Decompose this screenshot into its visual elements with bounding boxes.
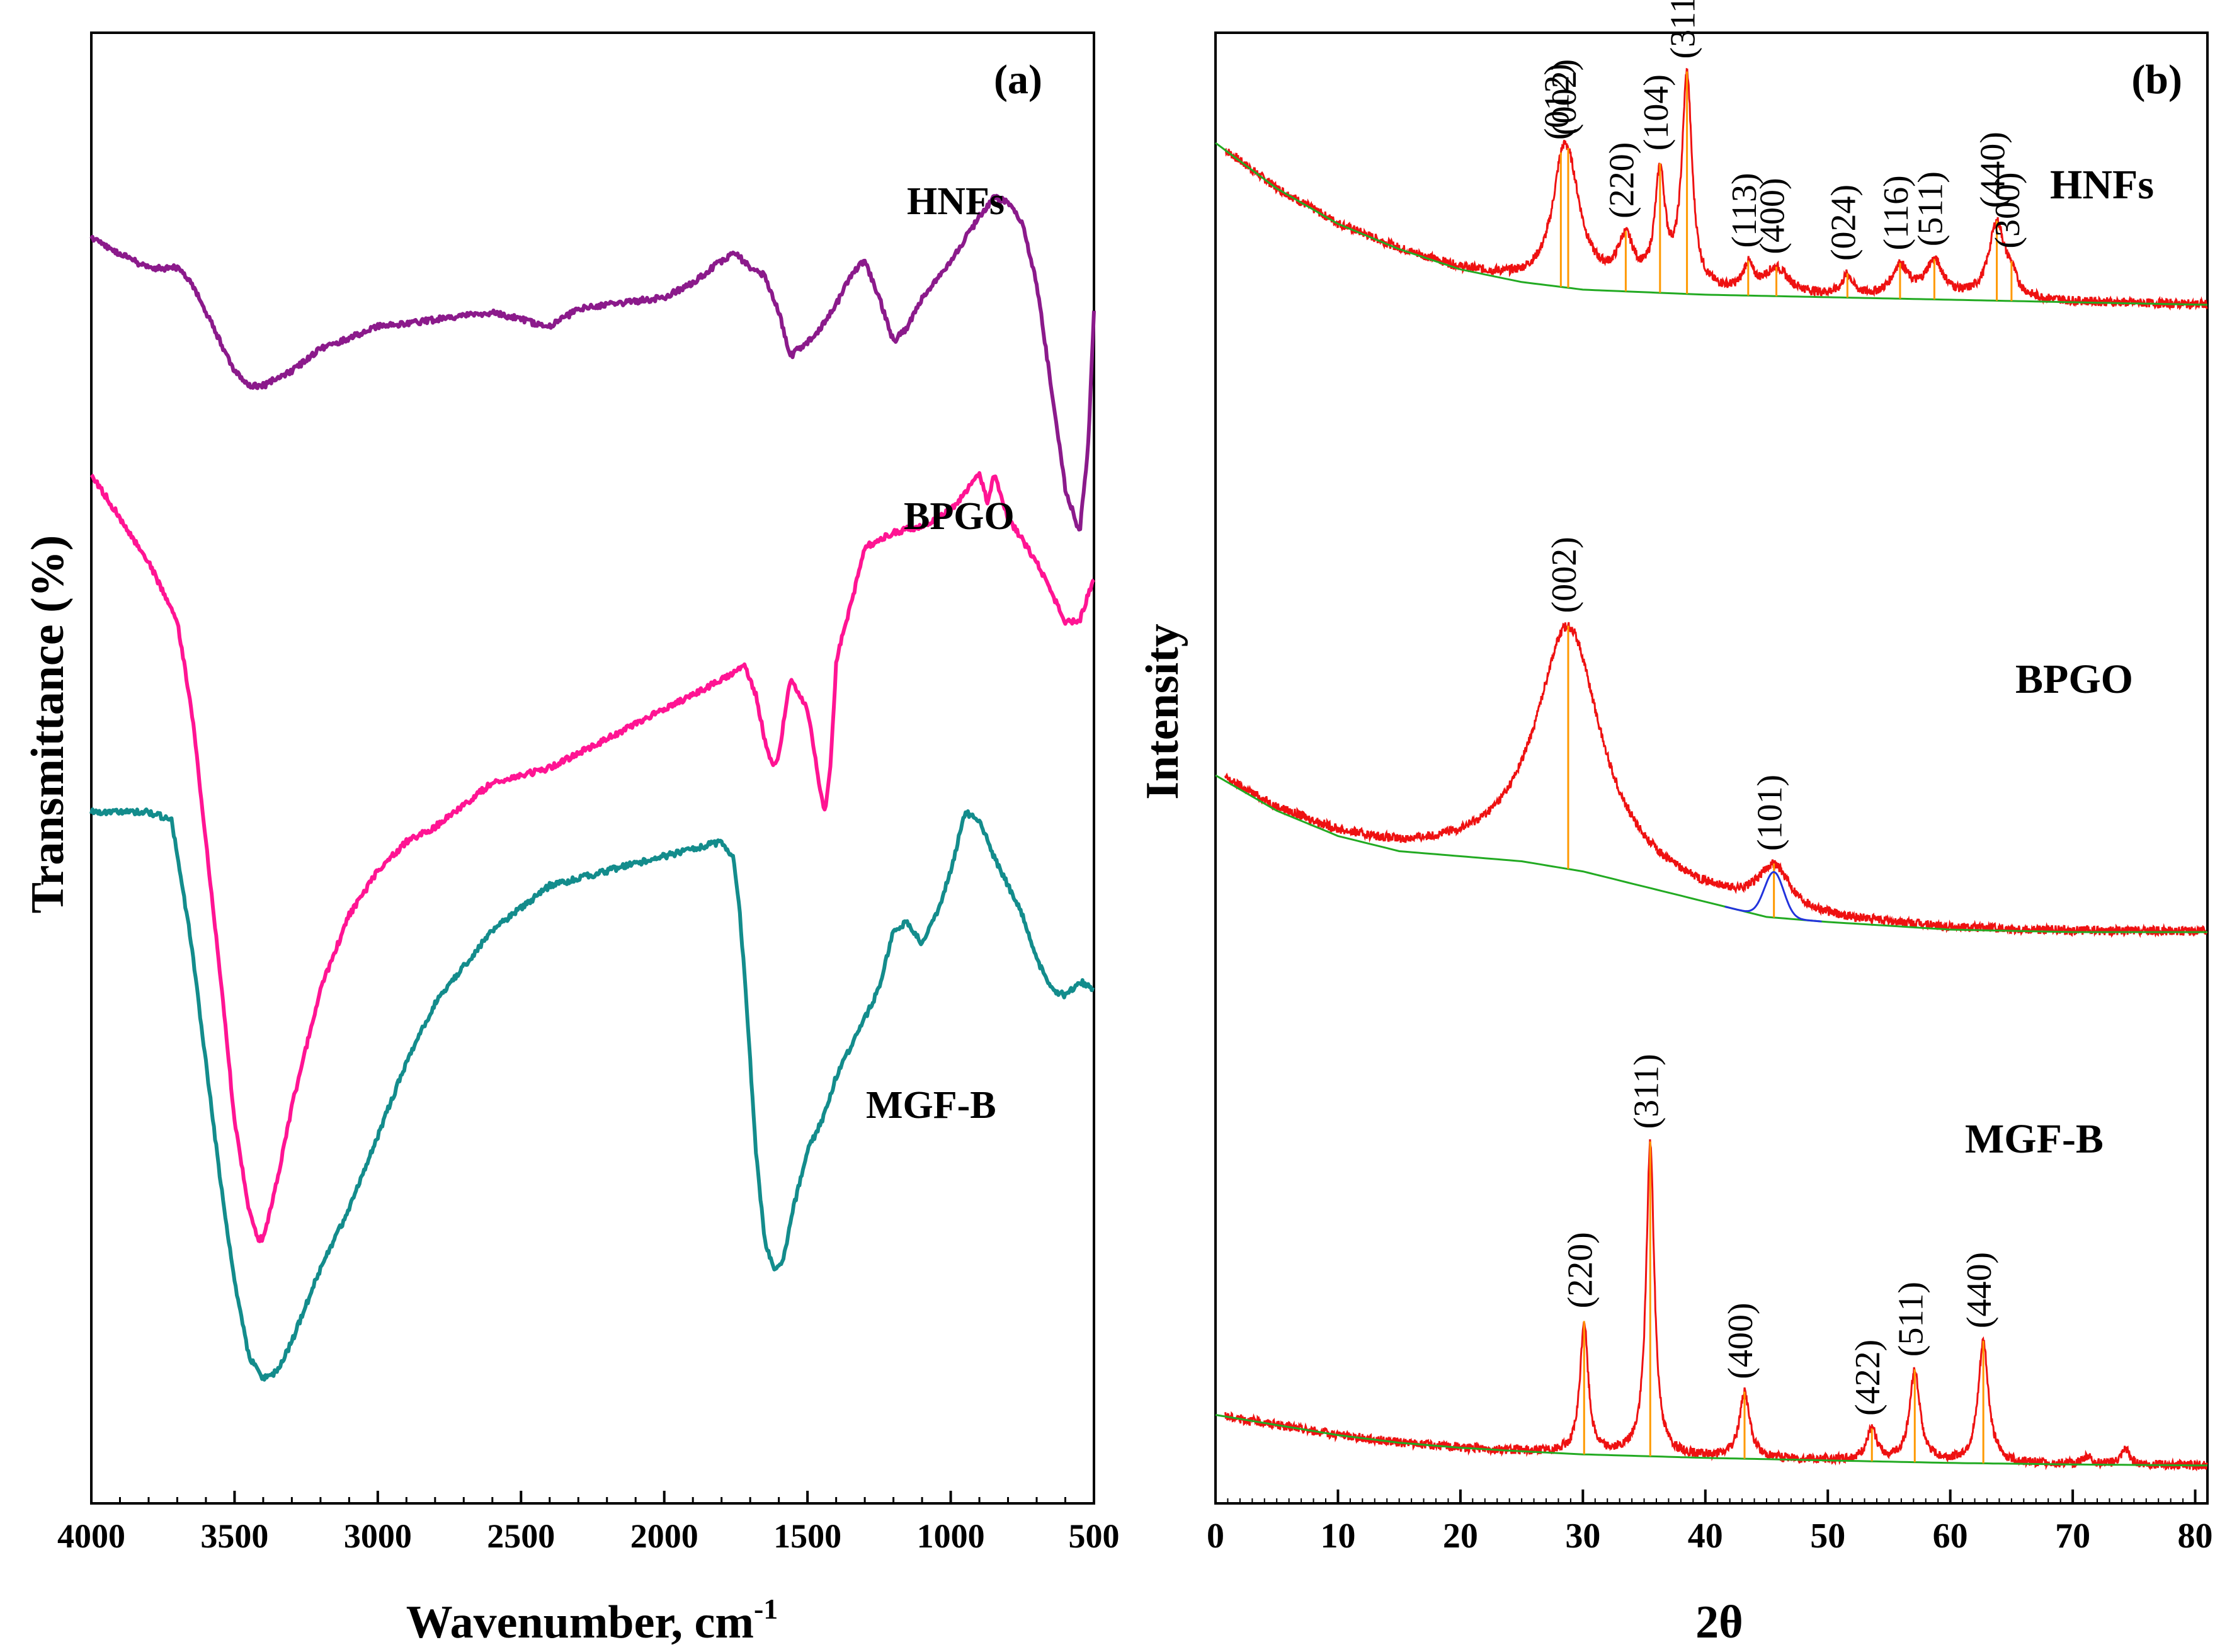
panel-a-x-axis-label: Wavenumber, cm-1 <box>406 1593 778 1648</box>
xrd-peak-label-hnfs: (024) <box>1824 185 1863 261</box>
panel-b-legend-mgfb: MGF-B <box>1965 1116 2104 1162</box>
xrd-peak-label-hnfs: (300) <box>1988 172 2027 248</box>
panel-a-x-tick-label: 1500 <box>773 1517 841 1555</box>
xrd-peak-label-hnfs: (311) <box>1664 0 1703 59</box>
xrd-peak-label-hnfs: (220) <box>1602 142 1641 219</box>
xrd-peak-label-bpgo: (101) <box>1751 775 1790 851</box>
xrd-peak-label-hnfs: (104) <box>1637 74 1676 151</box>
panel-b-x-axis-label: 2θ <box>1695 1597 1743 1648</box>
panel-b-x-tick-label: 60 <box>1933 1517 1968 1556</box>
panel-b-x-tick-label: 50 <box>1810 1517 1845 1556</box>
panel-b-frame <box>1214 31 2209 1505</box>
panel-a-curves <box>89 193 1096 1382</box>
xrd-peak-label-hnfs: (012) <box>1537 64 1576 140</box>
xrd-peak-label-mgfb: (400) <box>1721 1302 1760 1379</box>
panel-b-y-axis-label: Intensity <box>1137 624 1188 800</box>
panel-b-x-tick-label: 10 <box>1320 1517 1355 1556</box>
panel-a-x-tick-label: 4000 <box>57 1517 125 1555</box>
xrd-peak-label-hnfs: (400) <box>1753 178 1792 254</box>
panel-a-x-tick-label: 2000 <box>630 1517 698 1555</box>
xrd-peak-label-mgfb: (422) <box>1848 1340 1888 1416</box>
panel-b-x-tick-label: 30 <box>1565 1517 1600 1556</box>
panel-a-x-tick-label: 1000 <box>917 1517 985 1555</box>
panel-a-label: (a) <box>994 57 1042 103</box>
panel-a-x-tick-label: 3500 <box>200 1517 268 1555</box>
panel-a-x-tick-label: 500 <box>1069 1517 1120 1555</box>
ftir-curve-hnfs <box>89 193 1096 532</box>
panel-b-x-tick-label: 80 <box>2178 1517 2213 1556</box>
xrd-peak-label-mgfb: (311) <box>1627 1054 1666 1129</box>
ftir-curve-bpgo <box>89 471 1096 1243</box>
panel-b-x-tick-label: 20 <box>1443 1517 1478 1556</box>
panel-b-x-ticks: 0 10 20 30 40 50 60 70 80 <box>1207 1490 2213 1556</box>
xrd-peak-label-mgfb: (440) <box>1960 1252 1999 1328</box>
xrd-pattern-mgfb <box>1224 1139 2208 1472</box>
xrd-peak-label-hnfs: (511) <box>1911 171 1950 246</box>
xrd-peak-label-hnfs: (113) <box>1725 173 1764 248</box>
xrd-peak-label-hnfs: (116) <box>1877 175 1916 250</box>
panel-b-x-tick-label: 40 <box>1688 1517 1723 1556</box>
panel-a-legend-mgfb: MGF-B <box>866 1084 996 1127</box>
xrd-peak-label-bpgo: (002) <box>1545 537 1584 613</box>
panel-b-legend-bpgo: BPGO <box>2015 656 2133 702</box>
xrd-background-hnfs <box>1215 142 2208 306</box>
panel-a-x-tick-label: 2500 <box>487 1517 555 1555</box>
panel-a-x-ticks: 4000 3500 3000 2500 2000 1500 1000 500 <box>57 1491 1120 1555</box>
ftir-curve-mgfb <box>89 807 1095 1382</box>
panel-a-legend-bpgo: BPGO <box>904 495 1015 538</box>
panel-a: 4000 3500 3000 2500 2000 1500 1000 500 (a) HNFs… <box>22 31 1120 1648</box>
xrd-peak-label-hnfs: (002) <box>1545 59 1584 135</box>
xrd-peak-label-mgfb: (220) <box>1561 1232 1600 1308</box>
panel-b-x-tick-label: 70 <box>2055 1517 2090 1556</box>
panel-b-curves <box>1215 67 2208 1472</box>
panel-a-frame <box>90 31 1095 1505</box>
panel-b-label: (b) <box>2131 57 2182 103</box>
panel-a-x-tick-label: 3000 <box>344 1517 412 1555</box>
xrd-peak-label-hnfs: (440) <box>1974 132 2013 208</box>
xrd-peak-label-mgfb: (511) <box>1891 1282 1930 1357</box>
xrd-background-bpgo <box>1215 774 2207 933</box>
xrd-fit-component-101 <box>1724 871 1822 923</box>
panel-b: 0 10 20 30 40 50 60 70 80 (012)(002)(220)(104)(3… <box>1137 0 2213 1648</box>
panel-b-peak-labels: (012)(002)(220)(104)(311)(113)(400) (024)… <box>1537 0 2027 1416</box>
xrd-pattern-hnfs <box>1224 67 2208 311</box>
panel-a-legend-hnfs: HNFs <box>907 180 1005 223</box>
panel-b-x-tick-label: 0 <box>1207 1517 1224 1556</box>
panel-b-legend-hnfs: HNFs <box>2050 162 2154 208</box>
panel-a-y-axis-label: Transmittance (%) <box>22 535 74 914</box>
xrd-background-mgfb <box>1215 1414 2207 1467</box>
